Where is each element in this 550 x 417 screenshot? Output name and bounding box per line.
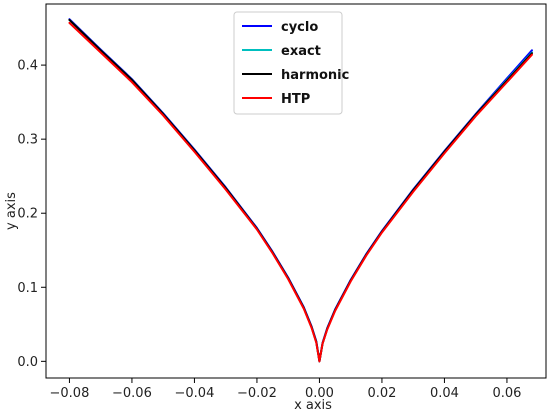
x-axis-ticks: −0.08 −0.06 −0.04 −0.02 0.00 0.02 0.04 0.06 bbox=[50, 378, 521, 401]
series-line-htp bbox=[68, 21, 533, 363]
y-tick-label: 0.1 bbox=[17, 281, 38, 296]
legend-label: HTP bbox=[281, 92, 310, 107]
series-lines bbox=[68, 18, 533, 363]
y-tick-label: 0.2 bbox=[17, 207, 38, 222]
x-tick-label: 0.06 bbox=[492, 386, 521, 401]
legend-box bbox=[233, 11, 343, 115]
y-axis-ticks: 0.0 0.1 0.2 0.3 0.4 bbox=[17, 59, 46, 370]
x-tick-label: −0.08 bbox=[50, 386, 90, 401]
x-axis-label: x axis bbox=[294, 398, 332, 413]
y-axis-label: y axis bbox=[4, 192, 19, 230]
y-tick-label: 0.3 bbox=[17, 133, 38, 148]
x-tick-label: 0.02 bbox=[367, 386, 396, 401]
x-tick-label: 0.00 bbox=[305, 386, 334, 401]
legend-label: cyclo bbox=[281, 20, 318, 35]
legend: cyclo exact harmonic HTP bbox=[233, 11, 349, 115]
x-tick-label: −0.02 bbox=[237, 386, 277, 401]
x-tick-label: −0.04 bbox=[175, 386, 215, 401]
legend-label: exact bbox=[281, 44, 321, 59]
y-tick-label: 0.0 bbox=[17, 355, 38, 370]
legend-label: harmonic bbox=[281, 68, 349, 83]
x-tick-label: −0.06 bbox=[112, 386, 152, 401]
y-tick-label: 0.4 bbox=[17, 59, 38, 74]
x-tick-label: 0.04 bbox=[430, 386, 459, 401]
